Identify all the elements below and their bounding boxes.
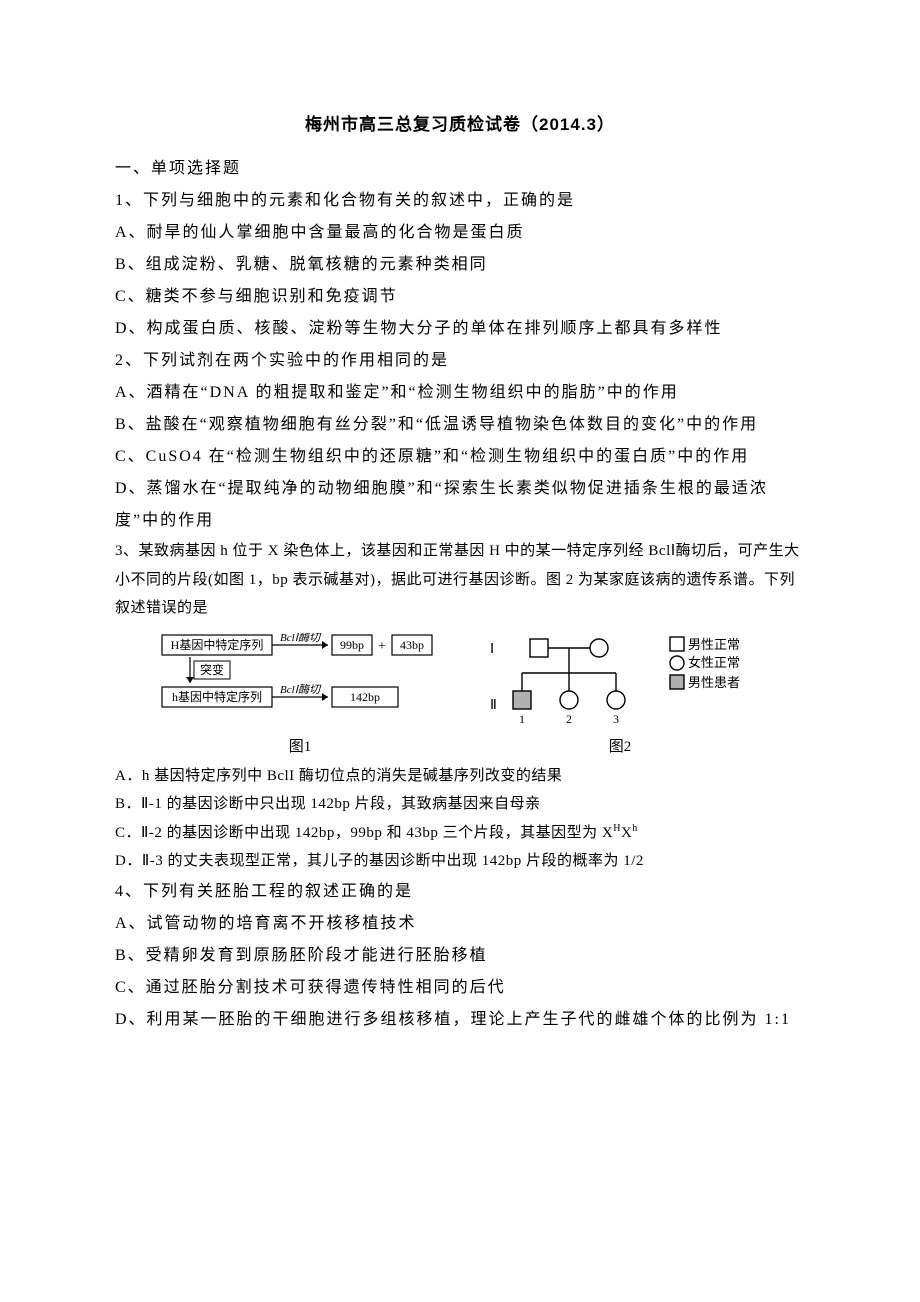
gen1-father-icon <box>530 639 548 657</box>
legend-female-normal-label: 女性正常 <box>688 655 740 670</box>
q1-option-b: B、组成淀粉、乳糖、脱氧核糖的元素种类相同 <box>115 249 805 281</box>
q4-option-d: D、利用某一胚胎的干细胞进行多组核移植，理论上产生子代的雌雄个体的比例为 1:1 <box>115 1004 805 1036</box>
q4-option-b: B、受精卵发育到原肠胚阶段才能进行胚胎移植 <box>115 940 805 972</box>
h-gene-label: H基因中特定序列 <box>171 637 264 652</box>
child-num-1: 1 <box>519 712 525 726</box>
q3c-pre: C．Ⅱ-2 的基因诊断中出现 142bp，99bp 和 43bp 三个片段，其基… <box>115 825 613 841</box>
page-title: 梅州市高三总复习质检试卷（2014.3） <box>115 110 805 135</box>
figure-1: H基因中特定序列 BclⅠ酶切 99bp + 43bp 突变 <box>160 633 440 756</box>
gen1-mother-icon <box>590 639 608 657</box>
q1-stem: 1、下列与细胞中的元素和化合物有关的叙述中，正确的是 <box>115 185 805 217</box>
legend-male-affected-icon <box>670 675 684 689</box>
q3-option-b: B．Ⅱ-1 的基因诊断中只出现 142bp 片段，其致病基因来自母亲 <box>115 790 805 819</box>
legend-male-normal-icon <box>670 637 684 651</box>
arrow-head-1 <box>322 641 328 649</box>
frag-142-label: 142bp <box>350 690 380 704</box>
figure-2-caption: 图2 <box>480 735 760 756</box>
h-mut-label: h基因中特定序列 <box>172 689 262 704</box>
q2-option-a: A、酒精在“DNA 的粗提取和鉴定”和“检测生物组织中的脂肪”中的作用 <box>115 377 805 409</box>
q2-option-c: C、CuSO4 在“检测生物组织中的还原糖”和“检测生物组织中的蛋白质”中的作用 <box>115 441 805 473</box>
child-num-2: 2 <box>566 712 572 726</box>
q3c-sup2: h <box>632 823 638 834</box>
gen-1-label: Ⅰ <box>490 642 494 657</box>
q3-stem: 3、某致病基因 h 位于 X 染色体上，该基因和正常基因 H 中的某一特定序列经… <box>115 537 805 623</box>
frag-43-label: 43bp <box>400 638 424 652</box>
legend-male-affected-label: 男性患者 <box>688 675 740 690</box>
q1-option-c: C、糖类不参与细胞识别和免疫调节 <box>115 281 805 313</box>
enzyme-label-1: BclⅠ酶切 <box>280 633 322 644</box>
gen2-child3-icon <box>607 691 625 709</box>
gen-2-label: Ⅱ <box>490 698 497 713</box>
q3c-mid: X <box>621 825 632 841</box>
q3-option-a: A．h 基因特定序列中 BclI 酶切位点的消失是碱基序列改变的结果 <box>115 762 805 791</box>
figure-2: Ⅰ Ⅱ 1 2 3 <box>480 633 760 756</box>
q4-option-c: C、通过胚胎分割技术可获得遗传特性相同的后代 <box>115 972 805 1004</box>
mutation-arrow-head <box>186 677 194 683</box>
figure-1-caption: 图1 <box>160 735 440 756</box>
q2-option-d: D、蒸馏水在“提取纯净的动物细胞膜”和“探索生长素类似物促进插条生根的最适浓度”… <box>115 473 805 537</box>
q2-option-b: B、盐酸在“观察植物细胞有丝分裂”和“低温诱导植物染色体数目的变化”中的作用 <box>115 409 805 441</box>
q4-option-a: A、试管动物的培育离不开核移植技术 <box>115 908 805 940</box>
frag-99-label: 99bp <box>340 638 364 652</box>
exam-page: 梅州市高三总复习质检试卷（2014.3） 一、单项选择题 1、下列与细胞中的元素… <box>0 0 920 1302</box>
section-1-heading: 一、单项选择题 <box>115 153 805 185</box>
figure-row: H基因中特定序列 BclⅠ酶切 99bp + 43bp 突变 <box>115 633 805 756</box>
legend-female-normal-icon <box>670 656 684 670</box>
q3c-sup1: H <box>613 823 621 834</box>
q1-option-a: A、耐旱的仙人掌细胞中含量最高的化合物是蛋白质 <box>115 217 805 249</box>
enzyme-label-2: BclⅠ酶切 <box>280 683 322 696</box>
q4-stem: 4、下列有关胚胎工程的叙述正确的是 <box>115 876 805 908</box>
plus-sign: + <box>378 639 386 654</box>
gen2-child1-icon <box>513 691 531 709</box>
q3-option-d: D．Ⅱ-3 的丈夫表现型正常，其儿子的基因诊断中出现 142bp 片段的概率为 … <box>115 847 805 876</box>
q1-option-d: D、构成蛋白质、核酸、淀粉等生物大分子的单体在排列顺序上都具有多样性 <box>115 313 805 345</box>
arrow-head-2 <box>322 693 328 701</box>
q2-stem: 2、下列试剂在两个实验中的作用相同的是 <box>115 345 805 377</box>
child-num-3: 3 <box>613 712 619 726</box>
mutation-label: 突变 <box>200 662 224 677</box>
legend-male-normal-label: 男性正常 <box>688 637 740 652</box>
q3-option-c: C．Ⅱ-2 的基因诊断中出现 142bp，99bp 和 43bp 三个片段，其基… <box>115 819 805 848</box>
gen2-child2-icon <box>560 691 578 709</box>
